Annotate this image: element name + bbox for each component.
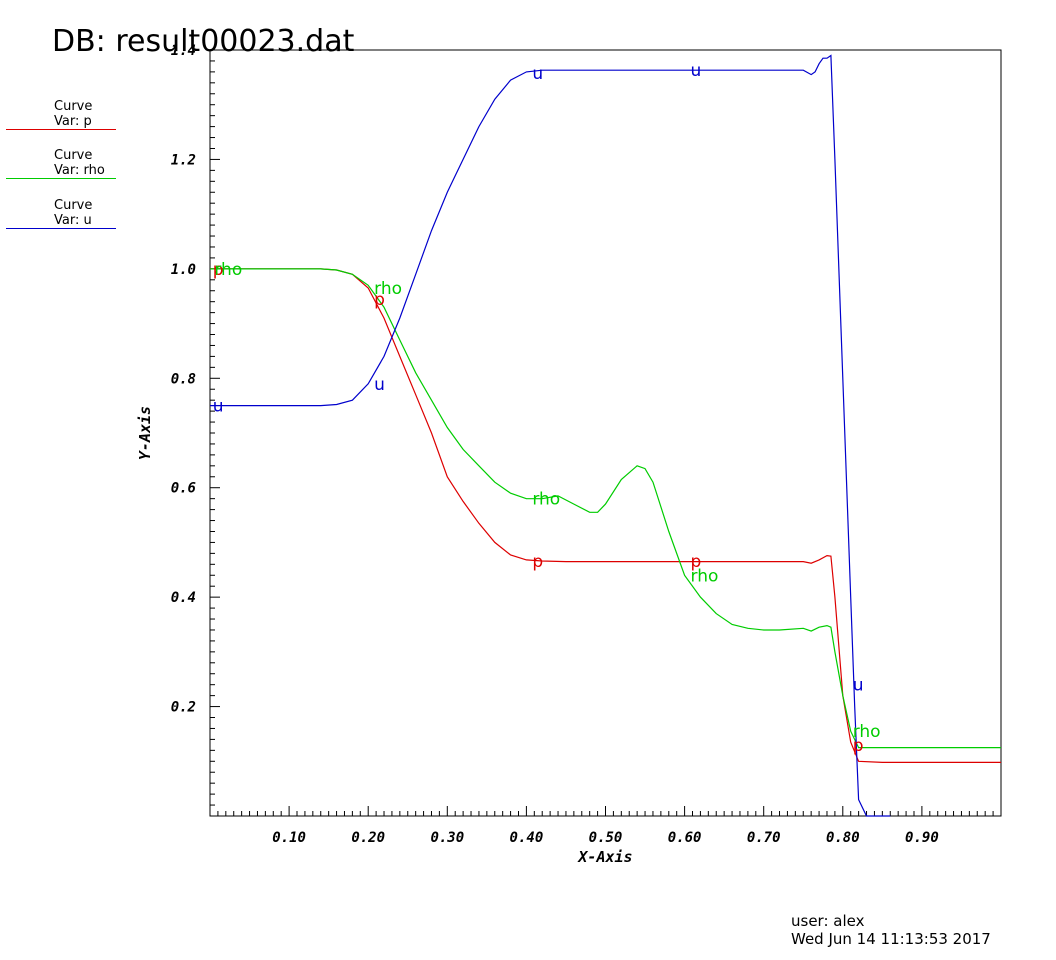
x-tick-label: 0.20 (351, 830, 385, 846)
curve-label-u: u (374, 375, 385, 395)
curve-label-rho: rho (853, 722, 881, 742)
legend-entry-rho: Curve Var: rho (6, 148, 118, 188)
legend-swatch-p (6, 129, 116, 130)
y-axis-title: Y-Axis (136, 406, 154, 460)
series-line-u (210, 54, 891, 817)
y-tick-label: 0.8 (171, 371, 196, 387)
plot-frame (209, 49, 1002, 817)
x-tick-label: 0.70 (747, 830, 781, 846)
curve-label-u: u (213, 397, 224, 417)
legend-var-label: Var: rho (54, 163, 105, 178)
legend-entry-p: Curve Var: p (6, 99, 118, 139)
legend-var-label: Var: u (54, 213, 92, 228)
curve-label-u: u (853, 676, 864, 696)
x-axis-title: X-Axis (576, 848, 632, 866)
legend-label: Curve (54, 198, 93, 213)
user-label: user: alex (791, 912, 865, 930)
y-tick-label: 0.4 (171, 590, 196, 606)
x-tick-label: 0.50 (589, 830, 623, 846)
legend-entry-u: Curve Var: u (6, 198, 118, 238)
page-title: DB: result00023.dat (52, 24, 355, 59)
curve-label-u: u (691, 61, 702, 81)
curve-label-p: p (213, 260, 224, 280)
curve-label-p: p (532, 552, 543, 572)
footer: user: alex Wed Jun 14 11:13:53 2017 (791, 912, 991, 948)
x-tick-label: 0.40 (510, 830, 544, 846)
y-tick-label: 0.2 (171, 700, 196, 716)
curve-label-p: p (691, 552, 702, 572)
series-line-p (210, 268, 1001, 764)
curve-label-rho: rho (214, 260, 242, 280)
curve-label-rho: rho (532, 490, 560, 510)
x-tick-label: 0.90 (905, 830, 939, 846)
y-tick-label: 1.2 (171, 152, 196, 168)
y-tick-label: 0.6 (171, 481, 196, 497)
y-tick-label: 1.4 (171, 43, 196, 59)
curve-label-p: p (374, 290, 385, 310)
legend-label: Curve (54, 148, 93, 163)
legend-label: Curve (54, 99, 93, 114)
legend-swatch-u (6, 228, 116, 229)
curve-label-rho: rho (374, 279, 402, 299)
curve-label-u: u (532, 64, 543, 84)
y-tick-label: 1.0 (171, 262, 196, 278)
x-tick-label: 0.80 (826, 830, 860, 846)
x-tick-label: 0.30 (430, 830, 464, 846)
series-line-rho (210, 268, 1001, 749)
x-tick-label: 0.10 (272, 830, 306, 846)
legend-var-label: Var: p (54, 114, 92, 129)
x-tick-label: 0.60 (668, 830, 702, 846)
timestamp-label: Wed Jun 14 11:13:53 2017 (791, 930, 991, 948)
legend-swatch-rho (6, 178, 116, 179)
curve-label-p: p (853, 736, 864, 756)
curve-label-rho: rho (691, 566, 719, 586)
